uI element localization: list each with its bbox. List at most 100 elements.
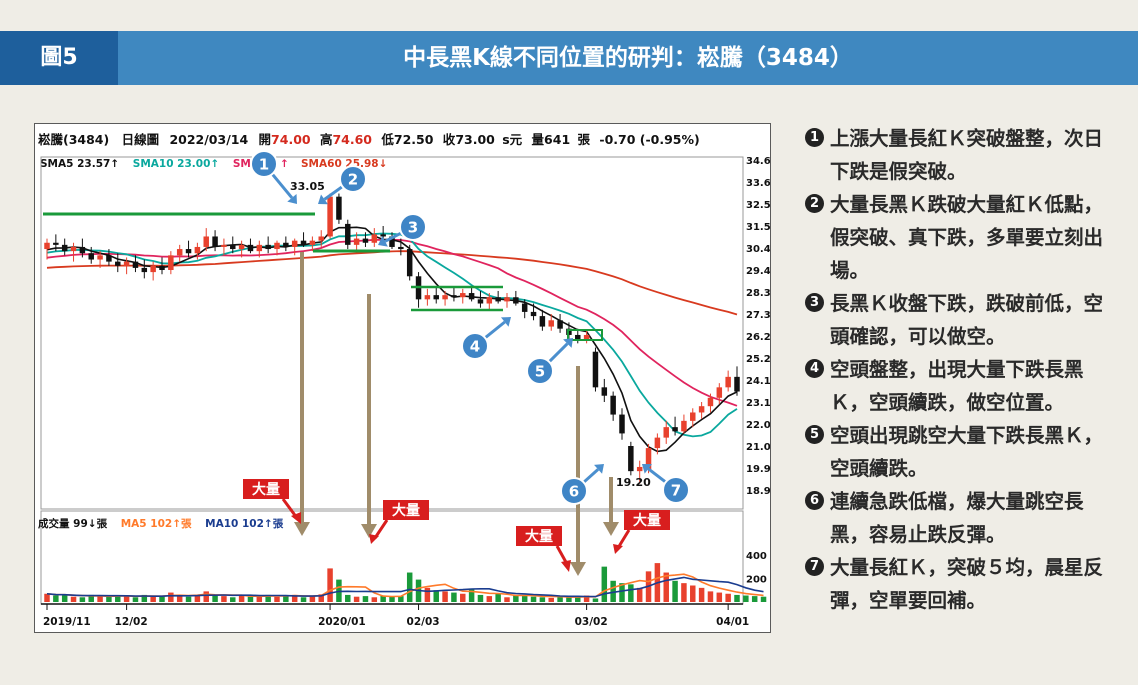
high-price-label: 33.05 — [290, 180, 325, 193]
candle — [548, 314, 554, 331]
note-text: 大量長紅Ｋ，突破５均，晨星反彈，空單要回補。 — [830, 556, 1104, 612]
figure-header: 圖5 中長黑K線不同位置的研判：崧騰（3484） — [0, 31, 1138, 85]
note-text: 空頭盤整，出現大量下跌長黑Ｋ，空頭續跌，做空位置。 — [830, 358, 1084, 414]
candle — [353, 232, 360, 252]
candle — [61, 238, 68, 256]
volume-bar — [345, 594, 351, 602]
volume-bar — [672, 580, 678, 602]
candle — [690, 408, 696, 428]
candle — [106, 249, 112, 266]
big-volume-label-3: 大量 — [516, 526, 571, 572]
volume-bar — [159, 596, 165, 602]
volume-bar — [309, 596, 316, 602]
volume-bar — [716, 592, 723, 602]
volume-bar — [327, 568, 333, 602]
volume-bar — [601, 566, 608, 602]
volume-bar — [583, 595, 590, 602]
volume-bar — [619, 583, 625, 602]
candle — [468, 286, 475, 302]
price-tick-label: 25.20 — [746, 354, 770, 365]
marker-4: 4 — [461, 317, 511, 360]
x-tick-label: 2020/01 — [318, 616, 366, 628]
open-value: 74.00 — [271, 132, 311, 147]
volume-bar — [460, 593, 466, 602]
price-tick-label: 31.50 — [746, 222, 770, 233]
price-tick-label: 21.00 — [746, 442, 770, 453]
candle — [88, 246, 94, 264]
note-number-badge: 3 — [805, 293, 824, 312]
svg-text:SMA5 23.57↑ SMA10 23.00↑: SMA5 23.57↑ SMA10 23.00↑ SMA20 — [40, 158, 274, 170]
svg-text:大量: 大量 — [392, 502, 420, 519]
volume-bar — [433, 590, 439, 602]
marker-6: 6 — [560, 464, 604, 505]
volume-bar — [751, 596, 758, 602]
note-text: 大量長黑Ｋ跌破大量紅Ｋ低點，假突破、真下跌，多單要立刻出場。 — [830, 193, 1104, 282]
note-text: 空頭出現跳空大量下跌長黑Ｋ，空頭續跌。 — [830, 424, 1104, 480]
candle — [203, 228, 209, 252]
change-value: -0.70 (-0.95%) — [599, 132, 699, 147]
marker-5: 5 — [526, 338, 573, 385]
candle — [460, 288, 466, 304]
volume-bar — [380, 595, 386, 602]
volume-bar — [371, 597, 378, 602]
volume-bar — [575, 596, 581, 602]
volume-bar — [636, 587, 643, 602]
volume-bar — [698, 587, 705, 602]
candle — [115, 253, 121, 273]
note-item: 4 空頭盤整，出現大量下跌長黑Ｋ，空頭續跌，做空位置。 — [805, 353, 1115, 419]
volume-bar — [44, 593, 50, 602]
volume-bar — [291, 594, 298, 602]
volume-bar — [256, 596, 263, 602]
candle — [300, 232, 307, 247]
big-volume-label-4: 大量 — [613, 510, 670, 554]
volume-bar — [495, 593, 501, 602]
note-item: 3 長黑Ｋ收盤下跌，跌破前低，空頭確認，可以做空。 — [805, 287, 1115, 353]
high-value: 74.60 — [332, 132, 372, 147]
volume-bar — [725, 593, 731, 602]
price-tick-label: 24.15 — [746, 376, 770, 387]
low-price-label: 19.20 — [616, 476, 651, 489]
legend-sma60: SMA60 25.98↓ — [301, 158, 387, 170]
volume-bar — [504, 597, 510, 602]
svg-text:4: 4 — [470, 338, 480, 356]
candlestick-chart: 崧騰(3484) 日線圖 2022/03/14 開74.00 高74.60 低7… — [38, 132, 778, 628]
price-tick-label: 32.55 — [746, 200, 770, 211]
volume-bar — [362, 596, 369, 602]
volume-bar — [760, 596, 767, 602]
price-plot-border — [40, 156, 744, 510]
volume-tick-label: 200 — [746, 574, 767, 585]
price-tick-label: 29.40 — [746, 266, 770, 277]
candle — [592, 347, 599, 392]
volume-tick-label: 400 — [746, 551, 767, 562]
volume-bar — [451, 592, 457, 602]
price-tick-label: 19.95 — [746, 464, 770, 475]
volume-bar — [79, 597, 86, 602]
candle — [451, 286, 457, 302]
volume-bar — [247, 596, 254, 602]
candle — [398, 238, 404, 256]
legend-sma5: SMA5 23.57↑ — [40, 158, 119, 170]
candle — [406, 244, 413, 281]
volume-bar — [123, 596, 130, 602]
candle — [345, 219, 351, 250]
svg-text:大量: 大量 — [252, 481, 280, 498]
volume-bar — [566, 597, 572, 602]
candle — [309, 236, 316, 252]
volume-bar — [203, 591, 209, 602]
volume-bar — [150, 596, 156, 602]
note-text: 連續急跌低檔，爆大量跳空長黑，容易止跌反彈。 — [830, 490, 1084, 546]
volume-bar — [628, 584, 634, 602]
note-number-badge: 1 — [805, 128, 824, 147]
candle — [628, 441, 634, 476]
volume-bar — [681, 583, 687, 602]
candle — [168, 251, 174, 275]
candle — [610, 391, 616, 421]
price-tick-label: 34.65 — [746, 156, 770, 167]
volume-bar — [70, 596, 77, 602]
svg-text:5: 5 — [535, 363, 545, 381]
candle — [274, 240, 280, 256]
volume-bar — [690, 585, 696, 602]
volume-bar — [185, 596, 192, 602]
candle — [230, 236, 236, 254]
marker-2: 2 — [318, 165, 367, 205]
